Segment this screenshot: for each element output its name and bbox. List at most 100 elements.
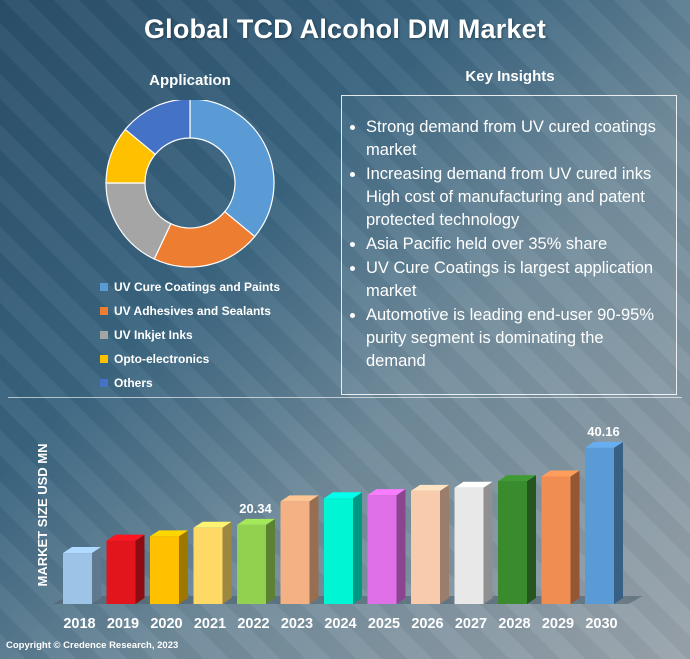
bar-2020 <box>150 530 188 604</box>
legend-swatch <box>100 331 108 339</box>
x-tick-label: 2019 <box>107 616 139 632</box>
copyright-text: Copyright © Credence Research, 2023 <box>6 640 179 651</box>
bar-side <box>135 534 145 604</box>
legend-swatch <box>100 355 108 363</box>
bar-2027 <box>454 481 493 604</box>
insights-title: Key Insights <box>465 68 555 85</box>
bar-front <box>280 501 310 604</box>
x-tick-label: 2025 <box>368 616 400 632</box>
bar-side <box>222 521 232 604</box>
x-tick-label: 2026 <box>411 616 443 632</box>
bar-front <box>193 527 223 604</box>
bar-side <box>440 484 449 604</box>
legend-item: UV Inkjet Inks <box>100 323 280 347</box>
bar-front <box>541 476 571 604</box>
bar-side <box>353 492 362 604</box>
insight-item: Strong demand from UV cured coatings mar… <box>366 116 666 162</box>
legend-swatch <box>100 307 108 315</box>
legend-label: UV Adhesives and Sealants <box>114 304 271 318</box>
insight-item: Asia Pacific held over 35% share <box>366 233 666 256</box>
bar-2028 <box>498 475 536 604</box>
bar-side <box>527 475 536 604</box>
bar-front <box>367 495 397 604</box>
bar-top <box>411 484 449 491</box>
bar-side <box>92 547 101 604</box>
insights-list: Strong demand from UV cured coatings mar… <box>342 96 676 373</box>
x-tick-label: 2018 <box>63 616 95 632</box>
bar-top <box>541 470 580 477</box>
bar-side <box>309 495 319 604</box>
x-tick-label: 2029 <box>542 616 574 632</box>
bar-side <box>614 441 623 604</box>
application-legend: UV Cure Coatings and Paints UV Adhesives… <box>100 275 280 395</box>
legend-label: Opto-electronics <box>114 352 210 366</box>
x-tick-label: 2027 <box>455 616 487 632</box>
data-label: 20.34 <box>239 501 272 516</box>
bar-2029 <box>541 470 580 604</box>
bar-top <box>585 441 623 448</box>
bar-2026 <box>411 484 449 604</box>
x-tick-label: 2021 <box>194 616 226 632</box>
bar-front <box>498 481 527 604</box>
bar-front <box>411 490 440 604</box>
bar-top <box>237 518 275 525</box>
insight-item: Increasing demand from UV cured inks Hig… <box>366 163 666 232</box>
insights-box: Strong demand from UV cured coatings mar… <box>341 95 677 395</box>
legend-item: Others <box>100 371 280 395</box>
x-tick-label: 2020 <box>150 616 182 632</box>
bar-top <box>454 481 493 488</box>
bar-2025 <box>367 489 406 604</box>
bar-2019 <box>106 534 145 604</box>
market-size-bar-chart: 2018 2019 2020 2021 2022 20.34 2023 2024 2025 202… <box>53 424 643 632</box>
bar-front <box>106 540 136 604</box>
bar-side <box>483 481 493 604</box>
x-tick-label: 2024 <box>324 616 356 632</box>
bar-front <box>150 536 179 604</box>
x-tick-label: 2028 <box>498 616 530 632</box>
bar-top <box>324 492 362 499</box>
legend-label: Others <box>114 376 153 390</box>
application-title: Application <box>149 72 231 89</box>
bar-2024 <box>324 492 362 604</box>
donut-slice-uv-cure-coatings-and-paints <box>189 100 275 238</box>
bar-top <box>106 534 145 541</box>
legend-item: UV Adhesives and Sealants <box>100 299 280 323</box>
bar-top <box>193 521 232 528</box>
bar-top <box>498 475 536 482</box>
x-tick-label: 2030 <box>585 616 617 632</box>
bar-side <box>179 530 188 604</box>
legend-swatch <box>100 283 108 291</box>
bar-front <box>63 553 92 604</box>
x-tick-label: 2022 <box>237 616 269 632</box>
insight-item: Automotive is leading end-user 90-95% pu… <box>366 304 666 373</box>
bar-top <box>63 547 101 554</box>
legend-label: UV Inkjet Inks <box>114 328 193 342</box>
bar-2030 <box>585 441 623 604</box>
legend-item: UV Cure Coatings and Paints <box>100 275 280 299</box>
donut-slice-others <box>124 100 191 156</box>
bar-top <box>280 495 319 502</box>
bar-side <box>396 489 406 604</box>
bar-front <box>585 447 614 604</box>
bar-front <box>237 524 266 604</box>
bar-top <box>150 530 188 537</box>
bar-side <box>266 518 275 604</box>
bar-side <box>570 470 580 604</box>
legend-item: Opto-electronics <box>100 347 280 371</box>
bar-2023 <box>280 495 319 604</box>
legend-label: UV Cure Coatings and Paints <box>114 280 281 294</box>
x-tick-label: 2023 <box>281 616 313 632</box>
bar-front <box>324 498 353 604</box>
section-divider <box>8 397 682 398</box>
application-donut-chart <box>105 100 275 268</box>
page-title: Global TCD Alcohol DM Market <box>143 14 547 44</box>
bar-front <box>454 487 484 604</box>
bar-2021 <box>193 521 232 604</box>
bar-2022 <box>237 518 275 604</box>
insight-item: UV Cure Coatings is largest application … <box>366 257 666 303</box>
bar-2018 <box>63 547 101 604</box>
bar-top <box>367 489 406 496</box>
legend-swatch <box>100 379 108 387</box>
data-label: 40.16 <box>587 424 620 439</box>
